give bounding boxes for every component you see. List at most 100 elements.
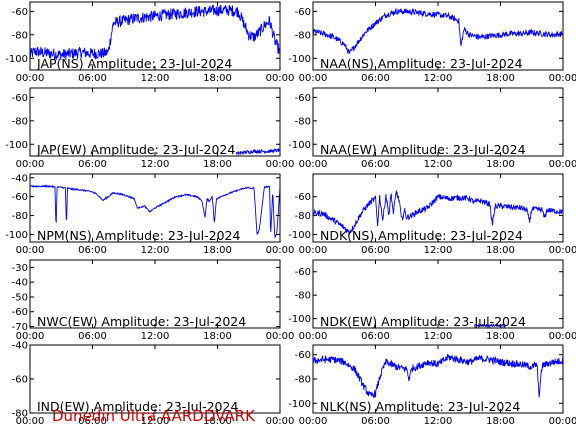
y-tick-label: -100 <box>288 399 311 410</box>
x-tick-label: 00:00 <box>549 159 576 170</box>
y-tick-label: -80 <box>295 116 311 127</box>
y-tick-label: -100 <box>288 54 311 65</box>
y-tick-label: -60 <box>295 93 311 104</box>
y-tick-label: -80 <box>295 211 311 222</box>
y-tick-label: -80 <box>12 211 28 222</box>
x-tick-label: 12:00 <box>424 331 453 342</box>
x-tick-label: 06:00 <box>361 245 390 256</box>
y-tick-label: -80 <box>295 30 311 41</box>
panel-title: NPM(NS) Amplitude: 23-Jul-2024 <box>37 228 240 243</box>
y-tick-label: -80 <box>12 116 28 127</box>
plot-frame <box>29 344 281 414</box>
x-tick-label: 00:00 <box>266 416 295 427</box>
x-tick-label: 06:00 <box>361 73 390 84</box>
y-tick-label: -40 <box>12 341 28 352</box>
x-tick-label: 18:00 <box>486 159 515 170</box>
x-tick-label: 18:00 <box>486 245 515 256</box>
panel-title: NAA(NS) Amplitude: 23-Jul-2024 <box>320 56 523 71</box>
panel-title: JAP(EW) Amplitude: 23-Jul-2024 <box>36 142 235 157</box>
x-tick-label: 00:00 <box>16 331 45 342</box>
station-footer-label: Dunedin Ultra AARDDVARK <box>52 407 255 425</box>
chart-panel-10: -60 -80 -100 00:00 06:00 12:00 18:00 00:00 NLK(N… <box>288 344 576 427</box>
x-tick-label: 00:00 <box>299 245 328 256</box>
y-tick-label: -60 <box>295 267 311 278</box>
chart-panel-6: -60 -80 -100 00:00 06:00 12:00 18:00 00:00 NDK(N… <box>288 173 576 256</box>
y-tick-label: -30 <box>12 263 28 274</box>
x-tick-label: 06:00 <box>78 416 107 427</box>
panel-title: JAP(NS) Amplitude: 23-Jul-2024 <box>36 56 232 71</box>
series-line <box>30 4 280 61</box>
x-tick-label: 00:00 <box>16 73 45 84</box>
x-tick-label: 12:00 <box>424 416 453 427</box>
x-tick-label: 12:00 <box>141 159 170 170</box>
panel-title: NDK(EW) Amplitude: 23-Jul-2024 <box>320 314 526 329</box>
y-tick-label: -80 <box>12 409 28 420</box>
x-tick-label: 06:00 <box>78 73 107 84</box>
y-tick-label: -60 <box>295 350 311 361</box>
x-tick-label: 12:00 <box>424 245 453 256</box>
x-tick-label: 18:00 <box>203 245 232 256</box>
x-tick-label: 18:00 <box>203 159 232 170</box>
chart-panel-3: -60 -80 -100 00:00 06:00 12:00 18:00 00:00 JAP(E… <box>5 87 295 170</box>
x-tick-label: 06:00 <box>361 416 390 427</box>
y-tick-label: -60 <box>12 307 28 318</box>
plot-frame <box>29 259 281 329</box>
y-tick-label: -80 <box>295 291 311 302</box>
x-tick-label: 18:00 <box>486 73 515 84</box>
y-tick-label: -60 <box>12 192 28 203</box>
series-line <box>235 148 280 156</box>
x-tick-label: 06:00 <box>78 159 107 170</box>
x-tick-label: 18:00 <box>203 331 232 342</box>
x-tick-label: 18:00 <box>203 416 232 427</box>
x-tick-label: 06:00 <box>361 159 390 170</box>
y-tick-label: -80 <box>12 30 28 41</box>
x-tick-label: 06:00 <box>361 331 390 342</box>
x-tick-label: 18:00 <box>486 416 515 427</box>
y-tick-label: -50 <box>12 292 28 303</box>
x-tick-label: 18:00 <box>203 73 232 84</box>
x-tick-label: 00:00 <box>299 331 328 342</box>
y-tick-label: -100 <box>288 230 311 241</box>
y-tick-label: -100 <box>288 140 311 151</box>
y-tick-label: -70 <box>12 322 28 333</box>
chart-panel-2: -60 -80 -100 00:00 06:00 12:00 18:00 00:00 NAA(N… <box>288 1 576 84</box>
x-tick-label: 00:00 <box>299 159 328 170</box>
y-tick-label: -100 <box>5 140 28 151</box>
panel-title: NDK(NS) Amplitude: 23-Jul-2024 <box>320 228 523 243</box>
x-tick-label: 00:00 <box>16 245 45 256</box>
chart-panel-5: -40 -60 -80 -100 00:00 06:00 12:00 18:00 00:00 NP… <box>5 173 294 256</box>
series-line <box>313 7 563 54</box>
series-line <box>313 354 563 399</box>
x-tick-label: 00:00 <box>266 331 295 342</box>
x-tick-label: 00:00 <box>299 416 328 427</box>
x-tick-label: 12:00 <box>141 331 170 342</box>
x-tick-label: 00:00 <box>16 416 45 427</box>
panel-title: IND(EW) Amplitude: 23-Jul-2024 <box>37 399 238 414</box>
x-tick-label: 00:00 <box>549 416 576 427</box>
x-tick-label: 12:00 <box>424 159 453 170</box>
x-tick-label: 00:00 <box>549 73 576 84</box>
y-tick-label: -40 <box>12 173 28 184</box>
x-tick-label: 12:00 <box>141 73 170 84</box>
y-tick-label: -100 <box>5 230 28 241</box>
x-tick-label: 00:00 <box>266 73 295 84</box>
x-tick-label: 00:00 <box>266 159 295 170</box>
chart-panel-8: -60 -80 -100 00:00 06:00 12:00 18:00 00:00 NDK(E… <box>288 259 576 342</box>
x-tick-label: 12:00 <box>141 245 170 256</box>
y-tick-label: -60 <box>12 7 28 18</box>
chart-panel-4: -60 -80 -100 00:00 06:00 12:00 18:00 00:00 NAA(E… <box>288 87 576 170</box>
series-line <box>313 190 563 235</box>
y-tick-label: -100 <box>5 54 28 65</box>
x-tick-label: 00:00 <box>266 245 295 256</box>
x-tick-label: 00:00 <box>16 159 45 170</box>
panel-title: NWC(EW) Amplitude: 23-Jul-2024 <box>37 314 246 329</box>
x-tick-label: 12:00 <box>424 73 453 84</box>
y-tick-label: -80 <box>295 375 311 386</box>
x-tick-label: 06:00 <box>78 245 107 256</box>
y-tick-label: -60 <box>295 7 311 18</box>
y-tick-label: -100 <box>288 314 311 325</box>
y-tick-label: -60 <box>12 375 28 386</box>
plot-frame <box>312 344 564 414</box>
